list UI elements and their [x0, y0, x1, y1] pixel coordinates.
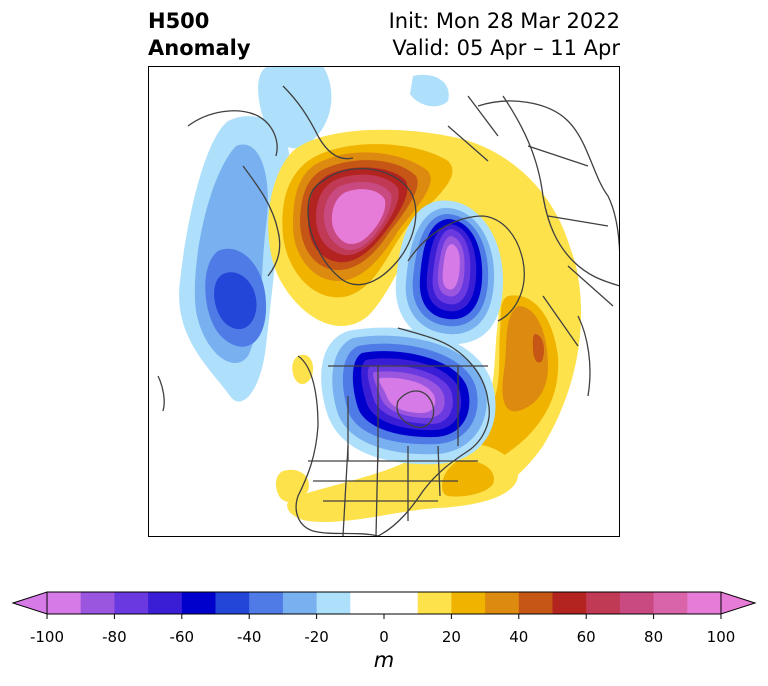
colorbar-segments	[47, 592, 722, 614]
title-type: Anomaly	[148, 36, 251, 60]
colorbar-tick-label: -60	[169, 628, 195, 646]
colorbar-segment	[316, 592, 351, 614]
colorbar	[11, 591, 757, 619]
valid-range: Valid: 05 Apr – 11 Apr	[392, 36, 620, 60]
colorbar-tick-label: 40	[509, 628, 529, 646]
colorbar-segment	[47, 592, 82, 614]
colorbar-segment	[282, 592, 318, 614]
map-panel	[148, 66, 620, 537]
title-right: Init: Mon 28 Mar 2022 Valid: 05 Apr – 11…	[389, 8, 620, 62]
colorbar-tick-label: 80	[644, 628, 664, 646]
colorbar-segment	[114, 592, 149, 614]
colorbar-segment	[687, 592, 722, 614]
colorbar-segment	[249, 592, 284, 614]
init-date: Init: Mon 28 Mar 2022	[388, 9, 620, 33]
colorbar-segment	[518, 592, 553, 614]
colorbar-tick-label: 60	[576, 628, 596, 646]
negative-anomaly-canada	[321, 327, 496, 465]
colorbar-tick-label: -20	[304, 628, 329, 646]
title-variable: H500	[148, 9, 210, 33]
colorbar-tick-label: 20	[441, 628, 461, 646]
coastlines	[157, 85, 620, 537]
colorbar-tick-label: -100	[29, 628, 65, 646]
colorbar-tick-label: 100	[706, 628, 736, 646]
colorbar-segment	[384, 592, 419, 614]
colorbar-extend-max	[720, 591, 757, 615]
colorbar-tick-label: -40	[236, 628, 262, 646]
colorbar-segment	[417, 592, 452, 614]
colorbar-segment	[80, 592, 115, 614]
colorbar-tick-label: 0	[379, 628, 389, 646]
colorbar-segment	[148, 592, 183, 614]
colorbar-unit: m	[373, 648, 395, 672]
colorbar-tick-label: -80	[102, 628, 127, 646]
negative-anomaly-north-pacific	[179, 116, 290, 402]
colorbar-segment	[350, 592, 385, 614]
title-left: H500 Anomaly	[148, 8, 251, 62]
colorbar-segment	[451, 592, 486, 614]
colorbar-segment	[215, 592, 250, 614]
colorbar-segment	[653, 592, 688, 614]
colorbar-extend-min	[11, 591, 48, 615]
colorbar-segment	[181, 592, 216, 614]
colorbar-segment	[552, 592, 587, 614]
colorbar-segment	[485, 592, 520, 614]
colorbar-segment	[619, 592, 655, 614]
colorbar-segment	[586, 592, 621, 614]
negative-anomaly-siberia	[395, 200, 503, 345]
